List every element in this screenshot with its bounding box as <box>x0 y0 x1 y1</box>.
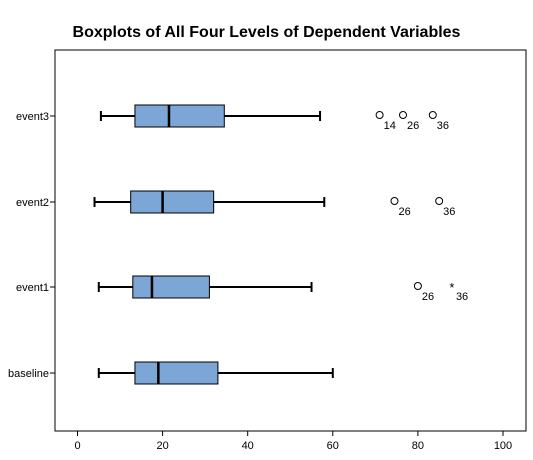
outlier-event1-26 <box>413 282 422 290</box>
outlier-label-event1-36: 36 <box>456 291 468 303</box>
outlier-event3-36 <box>428 111 437 119</box>
outlier-label-event2-26: 26 <box>398 206 410 218</box>
y-tick-label-baseline: baseline <box>8 368 49 380</box>
y-tick-label-event1: event1 <box>16 282 49 294</box>
outlier-label-event3-14: 14 <box>384 120 396 132</box>
outlier-label-event1-26: 26 <box>422 291 434 303</box>
box-event1 <box>132 275 210 299</box>
outlier-label-event3-36: 36 <box>437 120 449 132</box>
box-event2 <box>130 190 215 214</box>
x-tick-label-20: 20 <box>156 440 168 452</box>
x-tick-label-60: 60 <box>327 440 339 452</box>
outlier-event2-26 <box>390 197 399 205</box>
chart-title: Boxplots of All Four Levels of Dependent… <box>72 24 461 41</box>
x-tick-label-40: 40 <box>242 440 254 452</box>
plot-frame <box>54 49 527 432</box>
outlier-label-event3-26: 26 <box>407 120 419 132</box>
x-tick-label-0: 0 <box>74 440 80 452</box>
y-tick-label-event2: event2 <box>16 197 49 209</box>
box-baseline <box>134 361 219 385</box>
box-event3 <box>134 104 225 128</box>
outlier-label-event2-36: 36 <box>443 206 455 218</box>
y-tick-label-event3: event3 <box>16 111 49 123</box>
outlier-event3-26 <box>399 111 408 119</box>
outlier-event1-36: * <box>449 280 454 295</box>
x-tick-label-100: 100 <box>494 440 512 452</box>
x-tick-label-80: 80 <box>412 440 424 452</box>
outlier-event3-14 <box>375 111 384 119</box>
outlier-event2-36 <box>435 197 444 205</box>
